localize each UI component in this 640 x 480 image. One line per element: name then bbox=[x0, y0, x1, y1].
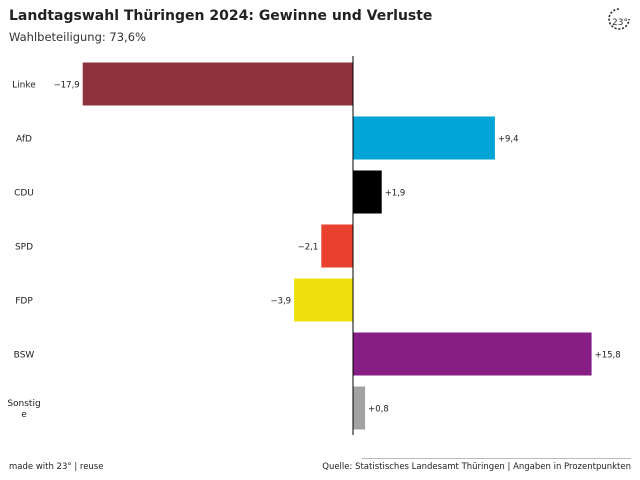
value-label-spd: −2,1 bbox=[298, 243, 319, 253]
logo-text: 23° bbox=[612, 18, 628, 28]
value-label-cdu: +1,9 bbox=[385, 189, 406, 199]
category-label-cdu: CDU bbox=[14, 189, 34, 199]
bar-fdp bbox=[294, 278, 353, 322]
chart-title: Landtagswahl Thüringen 2024: Gewinne und… bbox=[9, 8, 433, 24]
bar-cdu bbox=[353, 170, 382, 214]
category-label-afd: AfD bbox=[16, 135, 32, 145]
footer-divider bbox=[362, 458, 631, 459]
bar-linke bbox=[82, 62, 353, 106]
value-label-sonstige: +0,8 bbox=[368, 405, 389, 415]
brand-logo-icon[interactable]: 23° bbox=[606, 6, 632, 32]
chart-subtitle: Wahlbeteiligung: 73,6% bbox=[9, 30, 146, 44]
footer-source: Quelle: Statistisches Landesamt Thüringe… bbox=[322, 462, 631, 472]
bar-afd bbox=[353, 116, 495, 160]
value-label-afd: +9,4 bbox=[498, 135, 519, 145]
category-label-linke: Linke bbox=[12, 81, 36, 91]
bar-bsw bbox=[353, 332, 592, 376]
category-label-bsw: BSW bbox=[14, 351, 35, 361]
bar-spd bbox=[321, 224, 353, 268]
bar-sonstige bbox=[353, 386, 366, 430]
category-label-fdp: FDP bbox=[15, 297, 33, 307]
value-label-bsw: +15,8 bbox=[595, 351, 621, 361]
bar-chart: Linke −17,9 AfD +9,4 CDU +1,9 SPD −2,1 FDP −3,9 BS… bbox=[7, 56, 621, 435]
value-label-fdp: −3,9 bbox=[270, 297, 291, 307]
category-label-sonstige: Sonstig bbox=[7, 399, 40, 409]
footer-credit[interactable]: made with 23° | reuse bbox=[9, 462, 104, 472]
category-label-sonstige: e bbox=[21, 410, 27, 420]
category-label-spd: SPD bbox=[15, 243, 33, 253]
value-label-linke: −17,9 bbox=[54, 81, 80, 91]
